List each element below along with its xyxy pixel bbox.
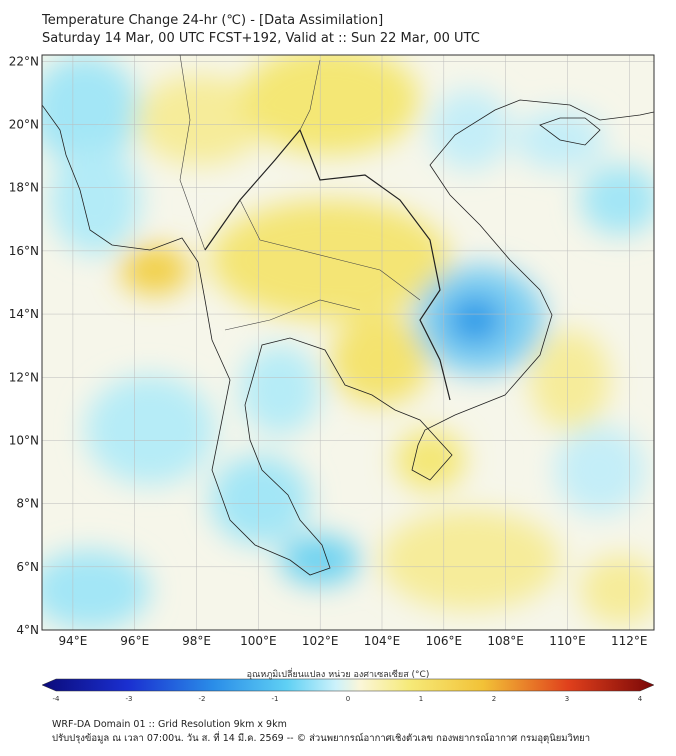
colorbar-tick-label: -2: [199, 695, 206, 703]
internal-border: [299, 59, 321, 131]
title-line-2: Saturday 14 Mar, 00 UTC FCST+192, Valid …: [42, 31, 480, 46]
longitude-label: 98°E: [182, 634, 211, 648]
colorbar-tick-label: 3: [565, 695, 569, 703]
colorbar-tick-label: 0: [346, 695, 350, 703]
longitude-label: 104°E: [364, 634, 401, 648]
colorbar-bar: [41, 678, 655, 692]
warm-region: [530, 330, 610, 430]
cool-region: [430, 90, 510, 170]
longitude-label: 110°E: [549, 634, 586, 648]
map-grid: [42, 55, 654, 630]
longitude-label: 102°E: [302, 634, 339, 648]
hainan-coastline: [539, 117, 601, 146]
colorbar-tick-label: -4: [53, 695, 61, 703]
cool-region: [42, 55, 140, 165]
footer-line-1: WRF-DA Domain 01 :: Grid Resolution 9km …: [52, 719, 287, 730]
mainland-coastline: [42, 99, 654, 576]
warm-region: [580, 555, 654, 625]
latitude-labels: 22°N 20°N 18°N 16°N 14°N 12°N 10°N 8°N 6°N 4°N: [9, 54, 39, 637]
map-frame: [41, 54, 655, 631]
latitude-label: 4°N: [16, 623, 39, 637]
internal-border: [179, 55, 206, 251]
colorbar-label: อุณหภูมิเปลี่ยนแปลง หน่วย องศาเซลเซียส (…: [246, 670, 430, 680]
warm-region: [120, 245, 190, 295]
longitude-label: 100°E: [240, 634, 277, 648]
title-line-1: Temperature Change 24-hr (℃) - [Data Ass…: [42, 13, 384, 28]
temperature-field: [42, 55, 654, 630]
colorbar-ticks: -4 -3 -2 -1 0 1 2 3 4: [53, 695, 643, 703]
longitude-labels: 94°E 96°E 98°E 100°E 102°E 104°E 106°E 108°E 110…: [58, 634, 647, 648]
longitude-label: 96°E: [120, 634, 149, 648]
cool-region: [42, 550, 150, 630]
latitude-label: 18°N: [9, 181, 39, 195]
warm-region: [395, 430, 465, 490]
coastlines: [42, 55, 654, 576]
latitude-label: 10°N: [9, 433, 39, 447]
cool-region: [50, 145, 140, 255]
colorbar-tick-label: -1: [272, 695, 279, 703]
latitude-label: 20°N: [9, 118, 39, 132]
cool-region: [85, 375, 215, 485]
warm-region: [135, 75, 265, 165]
latitude-label: 12°N: [9, 370, 39, 384]
longitude-label: 112°E: [611, 634, 648, 648]
colorbar-tick-label: 2: [492, 695, 496, 703]
latitude-label: 16°N: [9, 244, 39, 258]
thailand-border: [204, 128, 451, 401]
latitude-label: 14°N: [9, 307, 39, 321]
cool-region: [555, 425, 645, 515]
cool-region: [240, 345, 320, 435]
colorbar-tick-label: 1: [419, 695, 423, 703]
warm-region: [210, 200, 450, 320]
latitude-label: 8°N: [16, 497, 39, 511]
cool-region: [210, 455, 310, 545]
colorbar: -4 -3 -2 -1 0 1 2 3 4: [41, 678, 655, 703]
longitude-label: 94°E: [58, 634, 87, 648]
longitude-label: 108°E: [487, 634, 524, 648]
warm-region: [380, 510, 560, 610]
cool-region: [580, 165, 654, 235]
latitude-label: 6°N: [16, 560, 39, 574]
warm-region: [330, 315, 430, 405]
cool-region: [447, 295, 503, 345]
footer-line-2: ปรับปรุงข้อมูล ณ เวลา 07:00น. วัน ส. ที่…: [52, 733, 591, 744]
internal-border: [224, 299, 361, 331]
longitude-label: 106°E: [426, 634, 463, 648]
warm-region: [240, 55, 420, 155]
map-footer: WRF-DA Domain 01 :: Grid Resolution 9km …: [52, 718, 590, 746]
internal-border: [239, 199, 421, 301]
colorbar-tick-label: 4: [638, 695, 643, 703]
map-title: Temperature Change 24-hr (℃) - [Data Ass…: [42, 12, 480, 48]
latitude-label: 22°N: [9, 54, 39, 68]
colorbar-tick-label: -3: [126, 695, 133, 703]
